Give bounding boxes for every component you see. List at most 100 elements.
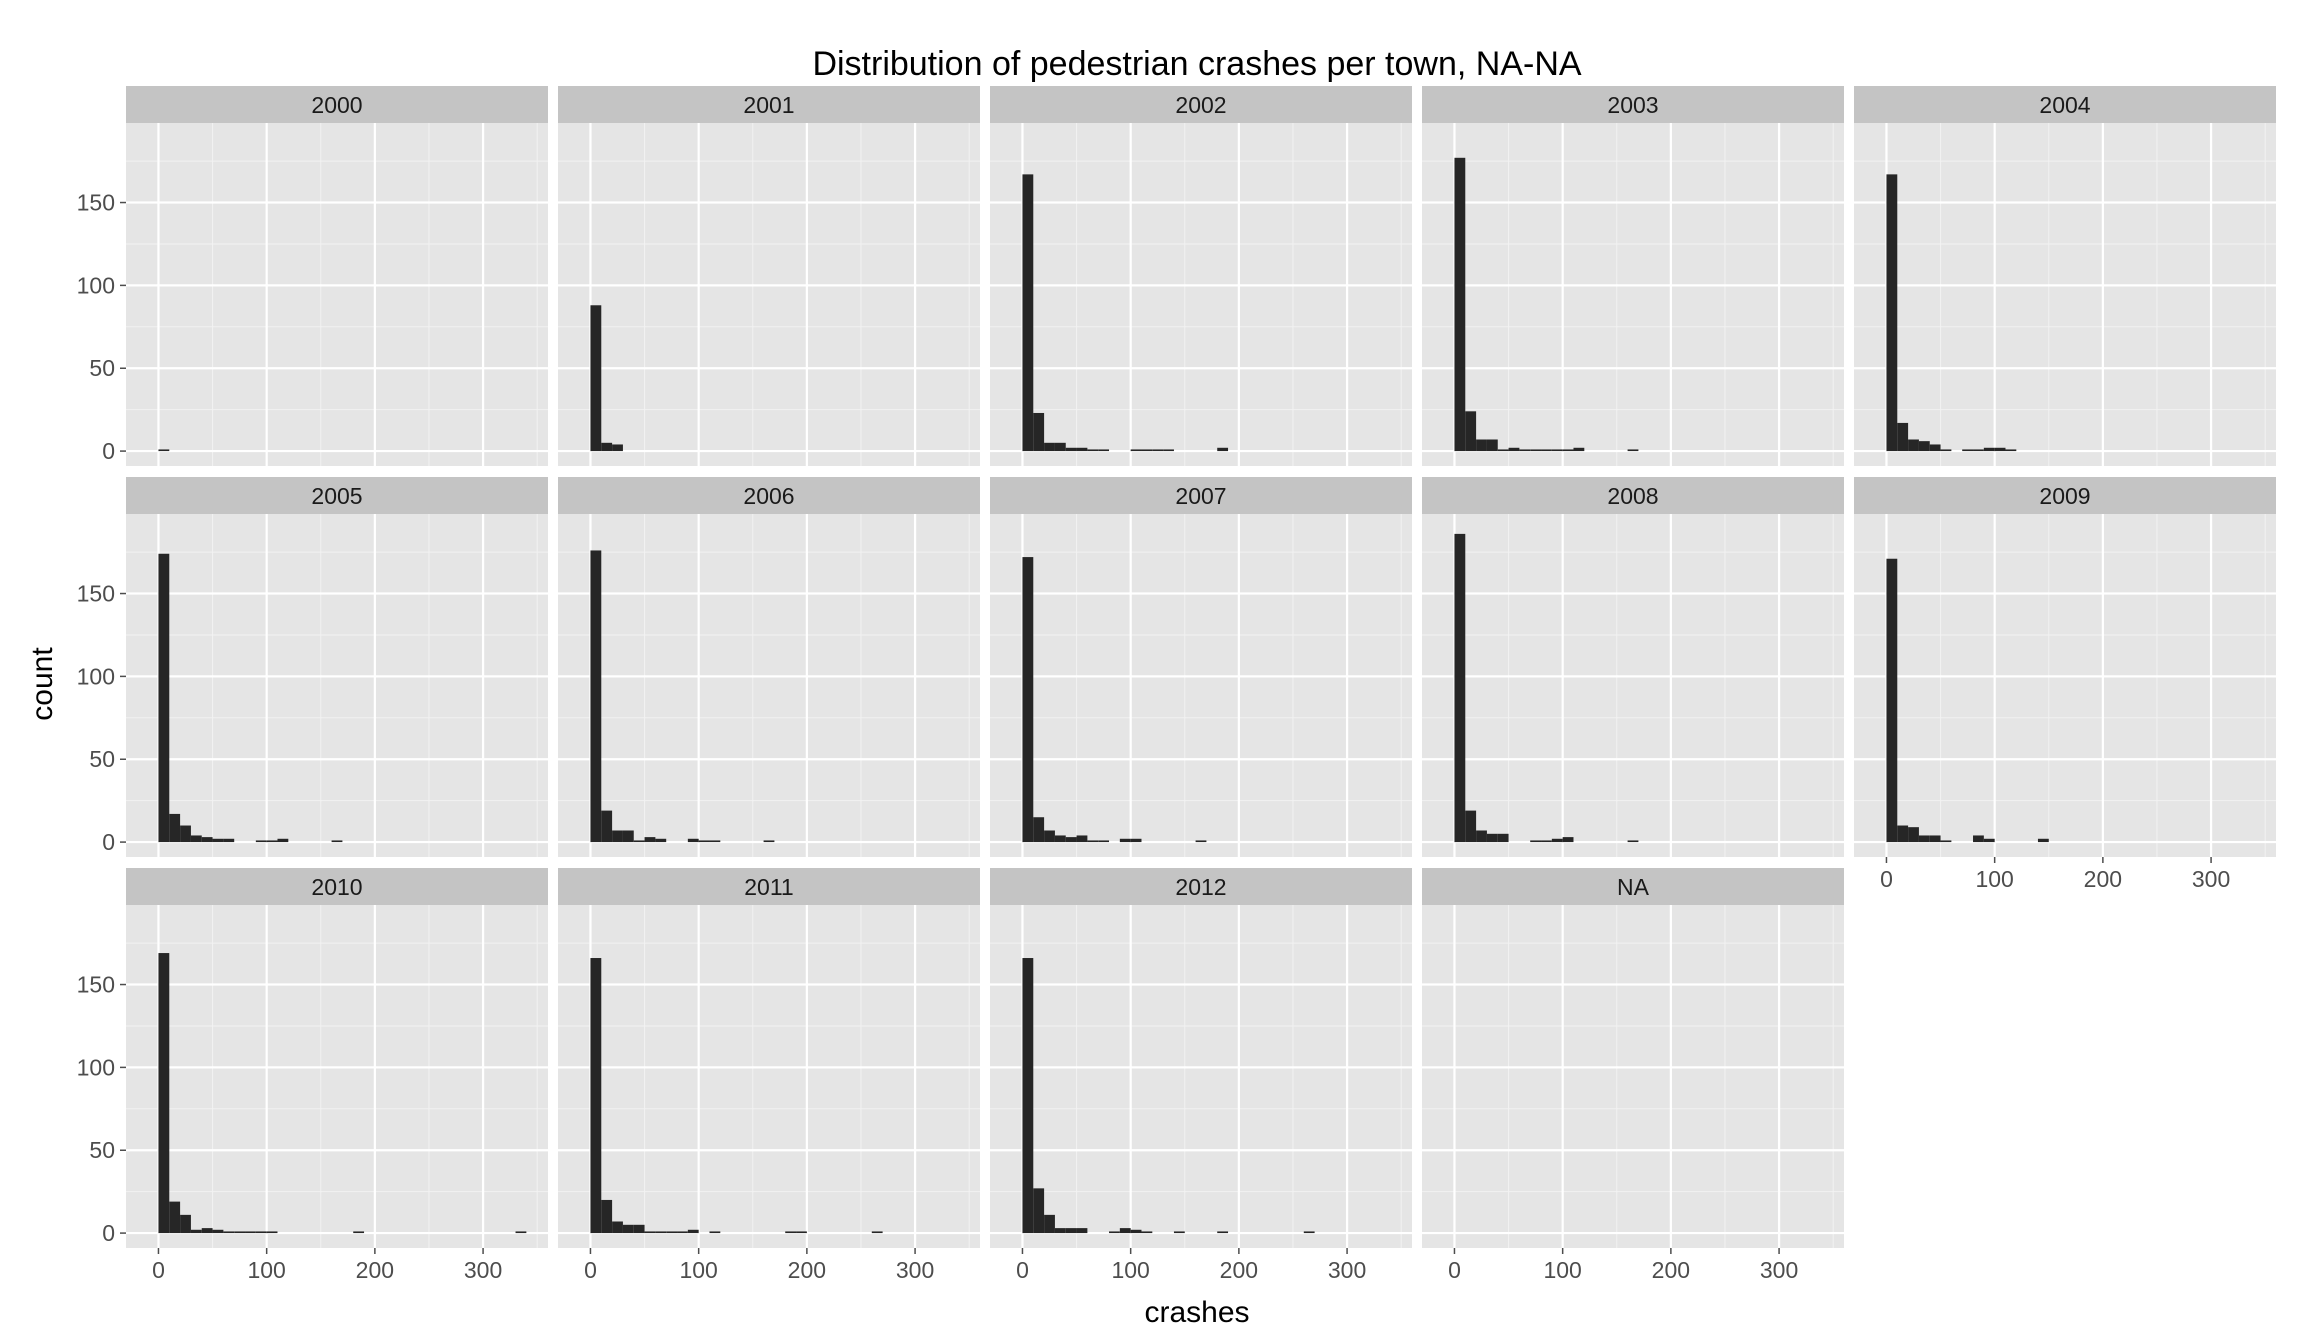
panel-background [1854, 123, 2276, 466]
histogram-bar [1130, 1229, 1142, 1234]
histogram-bar [655, 838, 667, 843]
histogram-bar [1940, 449, 1952, 452]
facet-panel: 2003 [1422, 86, 1844, 466]
histogram-bar [1217, 1231, 1229, 1234]
histogram-bar [234, 1231, 246, 1234]
facet-panel: 2011 [558, 868, 980, 1248]
histogram-bar [590, 550, 602, 843]
histogram-bar [201, 837, 213, 843]
histogram-bar [1130, 449, 1142, 452]
histogram-bar [1054, 442, 1066, 452]
y-tick-label: 0 [102, 438, 115, 464]
facet-strip [126, 86, 548, 123]
facet-label: 2002 [1175, 92, 1226, 118]
histogram-bar [1497, 449, 1509, 452]
histogram-bar [1573, 447, 1585, 452]
histogram-bar [1044, 830, 1055, 843]
x-tick-label: 100 [679, 1257, 717, 1283]
histogram-bar [1303, 1231, 1315, 1234]
facet-strip [990, 868, 1412, 905]
facet-panel: 2005 [126, 477, 548, 857]
panel-background [1422, 514, 1844, 857]
x-tick-label: 300 [464, 1257, 502, 1283]
histogram-bar [1551, 449, 1563, 452]
panel-background [990, 514, 1412, 857]
facet-panel: 2002 [990, 86, 1412, 466]
panel-background [558, 123, 980, 466]
histogram-bar [622, 1224, 634, 1234]
facet-label: 2012 [1175, 874, 1226, 900]
histogram-bar [1173, 1231, 1185, 1234]
panel-background [1854, 514, 2276, 857]
histogram-bar [1929, 444, 1941, 452]
histogram-bar [1541, 840, 1552, 843]
histogram-bar [1983, 838, 1995, 843]
histogram-bar [612, 444, 623, 452]
histogram-bar [1940, 840, 1952, 843]
histogram-bar [266, 1231, 278, 1234]
histogram-bar [763, 840, 775, 843]
histogram-bar [622, 830, 634, 843]
histogram-bar [245, 1231, 256, 1234]
histogram-bar [1195, 840, 1207, 843]
facet-panel: 2008 [1422, 477, 1844, 857]
histogram-bar [1130, 838, 1142, 843]
histogram-bar [601, 442, 613, 452]
y-tick-label: 50 [89, 746, 115, 772]
facet-label: 2004 [2039, 92, 2090, 118]
histogram-bar [331, 840, 343, 843]
histogram-bar [1022, 557, 1034, 843]
facet-strip [558, 868, 980, 905]
histogram-bar [1065, 447, 1077, 452]
histogram-bar [158, 553, 170, 843]
facet-strip [558, 86, 980, 123]
histogram-bar [1033, 412, 1045, 452]
histogram-bar [353, 1231, 365, 1234]
x-tick-label: 100 [1975, 866, 2013, 892]
x-axis-title: crashes [1144, 1296, 1249, 1329]
histogram-bar [1163, 449, 1174, 452]
histogram-bar [1508, 447, 1520, 452]
facet-strip [990, 477, 1412, 514]
y-tick-label: 0 [102, 829, 115, 855]
panel-background [126, 123, 548, 466]
histogram-bar [633, 840, 645, 843]
x-tick-label: 300 [1328, 1257, 1366, 1283]
histogram-bar [180, 1214, 191, 1234]
facet-label: 2006 [743, 483, 794, 509]
histogram-bar [255, 840, 267, 843]
x-tick-label: 200 [2084, 866, 2122, 892]
histogram-bar [515, 1231, 527, 1234]
histogram-bar [1152, 449, 1164, 452]
histogram-bar [1022, 174, 1034, 452]
histogram-bar [644, 837, 656, 843]
panel-background [558, 905, 980, 1248]
histogram-bar [1087, 840, 1099, 843]
histogram-bar [2005, 449, 2017, 452]
histogram-bar [1465, 810, 1477, 843]
histogram-bar [666, 1231, 678, 1234]
x-tick-label: 300 [1760, 1257, 1798, 1283]
facet-label: 2008 [1607, 483, 1658, 509]
facet-label: 2005 [311, 483, 362, 509]
histogram-bar [1044, 442, 1055, 452]
histogram-bar [1530, 449, 1542, 452]
histogram-bar [687, 1229, 699, 1234]
x-tick-label: 100 [247, 1257, 285, 1283]
histogram-bar [1908, 827, 1919, 843]
histogram-bar [1033, 817, 1045, 843]
histogram-bar [1627, 449, 1639, 452]
x-tick-label: 200 [788, 1257, 826, 1283]
histogram-bar [1908, 439, 1919, 452]
facet-label: 2001 [743, 92, 794, 118]
histogram-bar [201, 1228, 213, 1234]
histogram-bar [1044, 1214, 1055, 1234]
histogram-bar [1886, 174, 1898, 452]
histogram-bar [644, 1231, 656, 1234]
histogram-bar [1022, 958, 1034, 1234]
y-tick-label: 50 [89, 355, 115, 381]
panel-background [1422, 905, 1844, 1248]
panel-background [990, 905, 1412, 1248]
